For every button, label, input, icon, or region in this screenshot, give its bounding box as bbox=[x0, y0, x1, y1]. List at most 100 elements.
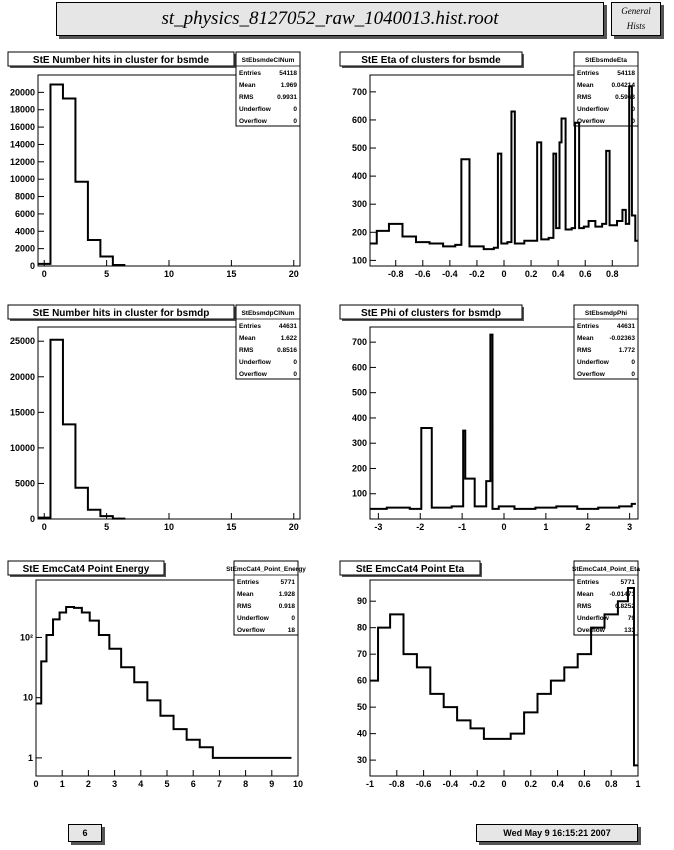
histogram-title: StE Phi of clusters for bsmdp bbox=[361, 308, 501, 319]
stats-value: 79 bbox=[628, 615, 636, 622]
stats-label: Mean bbox=[577, 591, 594, 598]
stats-value: 5771 bbox=[281, 579, 296, 586]
title-box bbox=[7, 51, 235, 67]
x-tick-label: -0.6 bbox=[416, 779, 432, 789]
histogram-title: StE EmcCat4 Point Eta bbox=[356, 564, 465, 575]
stats-name: StEmcCat4_Point_Energy bbox=[226, 566, 306, 573]
x-tick-label: 1 bbox=[635, 779, 640, 789]
stats-name: StEmcCat4_Point_Eta bbox=[572, 566, 640, 573]
stats-label: RMS bbox=[577, 347, 592, 354]
y-tick-label: 6000 bbox=[15, 209, 35, 219]
stats-box: StEmcCat4_Point_Eta Entries 5771 Mean -0.014… bbox=[572, 560, 640, 636]
x-tick-label: 0 bbox=[42, 522, 47, 532]
histogram-title: StE Number hits in cluster for bsmdp bbox=[33, 308, 210, 319]
stats-box: StEbsmdeEta Entries 54118 Mean 0.04214 RMS 0.5… bbox=[573, 51, 639, 127]
y-tick-label: 300 bbox=[352, 199, 367, 209]
stats-frame bbox=[235, 51, 301, 127]
x-tick-label: -0.2 bbox=[469, 779, 485, 789]
x-tick-label: 7 bbox=[217, 779, 222, 789]
histogram-title: StE EmcCat4 Point Energy bbox=[23, 564, 150, 575]
stats-box: StEbsmdpPhi Entries 44631 Mean -0.02363 RMS 1.… bbox=[573, 304, 639, 380]
x-tick-label: 3 bbox=[627, 522, 632, 532]
category-tag-line2: Hists bbox=[626, 21, 646, 31]
stats-value: 54118 bbox=[279, 70, 297, 77]
y-tick-label: 18000 bbox=[10, 105, 35, 115]
stats-value: 0 bbox=[631, 371, 635, 378]
y-tick-label: 4000 bbox=[15, 226, 35, 236]
x-tick-label: -3 bbox=[374, 522, 382, 532]
stats-value: 0 bbox=[631, 359, 635, 366]
stats-value: 44631 bbox=[617, 323, 635, 330]
stats-label: Underflow bbox=[237, 615, 270, 622]
stats-label: Entries bbox=[577, 323, 599, 330]
histogram-series bbox=[370, 85, 638, 251]
x-tick-label: 0 bbox=[501, 269, 506, 279]
stats-label: Underflow bbox=[239, 359, 272, 366]
y-tick-label: 25000 bbox=[10, 336, 35, 346]
title-box bbox=[339, 51, 523, 67]
x-tick-label: 4 bbox=[138, 779, 143, 789]
stats-value: -0.01471 bbox=[609, 591, 635, 598]
stats-value: 1.772 bbox=[619, 347, 636, 354]
x-tick-label: 2 bbox=[585, 522, 590, 532]
histogram-panel: StE EmcCat4 Point Energy StEmcCat4_Point_… bbox=[7, 560, 306, 789]
y-tick-label: 0 bbox=[30, 261, 35, 271]
stats-label: Overflow bbox=[577, 371, 606, 378]
y-tick-label: 70 bbox=[357, 649, 367, 659]
stats-label: Entries bbox=[577, 70, 599, 77]
stats-name: StEbsmdeClNum bbox=[242, 57, 295, 64]
stats-label: Underflow bbox=[577, 615, 610, 622]
x-tick-label: 0.6 bbox=[578, 779, 591, 789]
title-box bbox=[339, 304, 523, 320]
stats-label: Overflow bbox=[237, 627, 266, 634]
y-tick-label: 10000 bbox=[10, 443, 35, 453]
x-tick-label: -0.2 bbox=[469, 269, 485, 279]
x-tick-label: 9 bbox=[269, 779, 274, 789]
y-tick-label: 1 bbox=[28, 753, 33, 763]
timestamp: Wed May 9 16:15:21 2007 bbox=[476, 824, 638, 842]
y-tick-label: 40 bbox=[357, 729, 367, 739]
x-tick-label: 0.2 bbox=[525, 269, 538, 279]
stats-label: Entries bbox=[237, 579, 259, 586]
y-tick-label: 300 bbox=[352, 438, 367, 448]
stats-value: 0 bbox=[293, 106, 297, 113]
stats-label: Overflow bbox=[239, 118, 268, 125]
stats-label: Overflow bbox=[239, 371, 268, 378]
x-tick-label: -1 bbox=[458, 522, 466, 532]
stats-label: RMS bbox=[239, 94, 254, 101]
stats-label: Underflow bbox=[577, 106, 610, 113]
histogram-panel: StE Number hits in cluster for bsmde StEb… bbox=[7, 51, 301, 279]
stats-value: 18 bbox=[288, 627, 296, 634]
stats-frame bbox=[233, 560, 299, 636]
stats-label: Entries bbox=[577, 579, 599, 586]
y-tick-label: 60 bbox=[357, 676, 367, 686]
x-tick-label: 10 bbox=[164, 522, 174, 532]
stats-frame bbox=[573, 51, 639, 127]
y-tick-label: 500 bbox=[352, 388, 367, 398]
x-tick-label: 10 bbox=[164, 269, 174, 279]
stats-box: StEbsmdeClNum Entries 54118 Mean 1.969 RMS 0.9… bbox=[235, 51, 301, 127]
y-tick-label: 10 bbox=[23, 693, 33, 703]
y-tick-label: 500 bbox=[352, 143, 367, 153]
y-tick-label: 0 bbox=[30, 514, 35, 524]
stats-label: Mean bbox=[239, 335, 256, 342]
x-tick-label: 0.2 bbox=[525, 779, 538, 789]
histogram-series bbox=[36, 606, 292, 759]
x-tick-label: -0.4 bbox=[442, 269, 458, 279]
stats-label: Mean bbox=[237, 591, 254, 598]
x-tick-label: 0 bbox=[42, 269, 47, 279]
y-tick-label: 30 bbox=[357, 755, 367, 765]
stats-label: RMS bbox=[237, 603, 252, 610]
stats-value: 0.5963 bbox=[615, 94, 635, 101]
stats-value: 0 bbox=[291, 615, 295, 622]
stats-value: 0.8252 bbox=[615, 603, 635, 610]
x-tick-label: 0.4 bbox=[551, 779, 564, 789]
stats-value: 54118 bbox=[617, 70, 635, 77]
y-tick-label: 600 bbox=[352, 362, 367, 372]
x-tick-label: 0 bbox=[501, 779, 506, 789]
stats-value: 0.04214 bbox=[612, 82, 636, 89]
x-tick-label: 0.8 bbox=[605, 779, 618, 789]
x-tick-label: 6 bbox=[191, 779, 196, 789]
stats-value: 0.8516 bbox=[277, 347, 297, 354]
